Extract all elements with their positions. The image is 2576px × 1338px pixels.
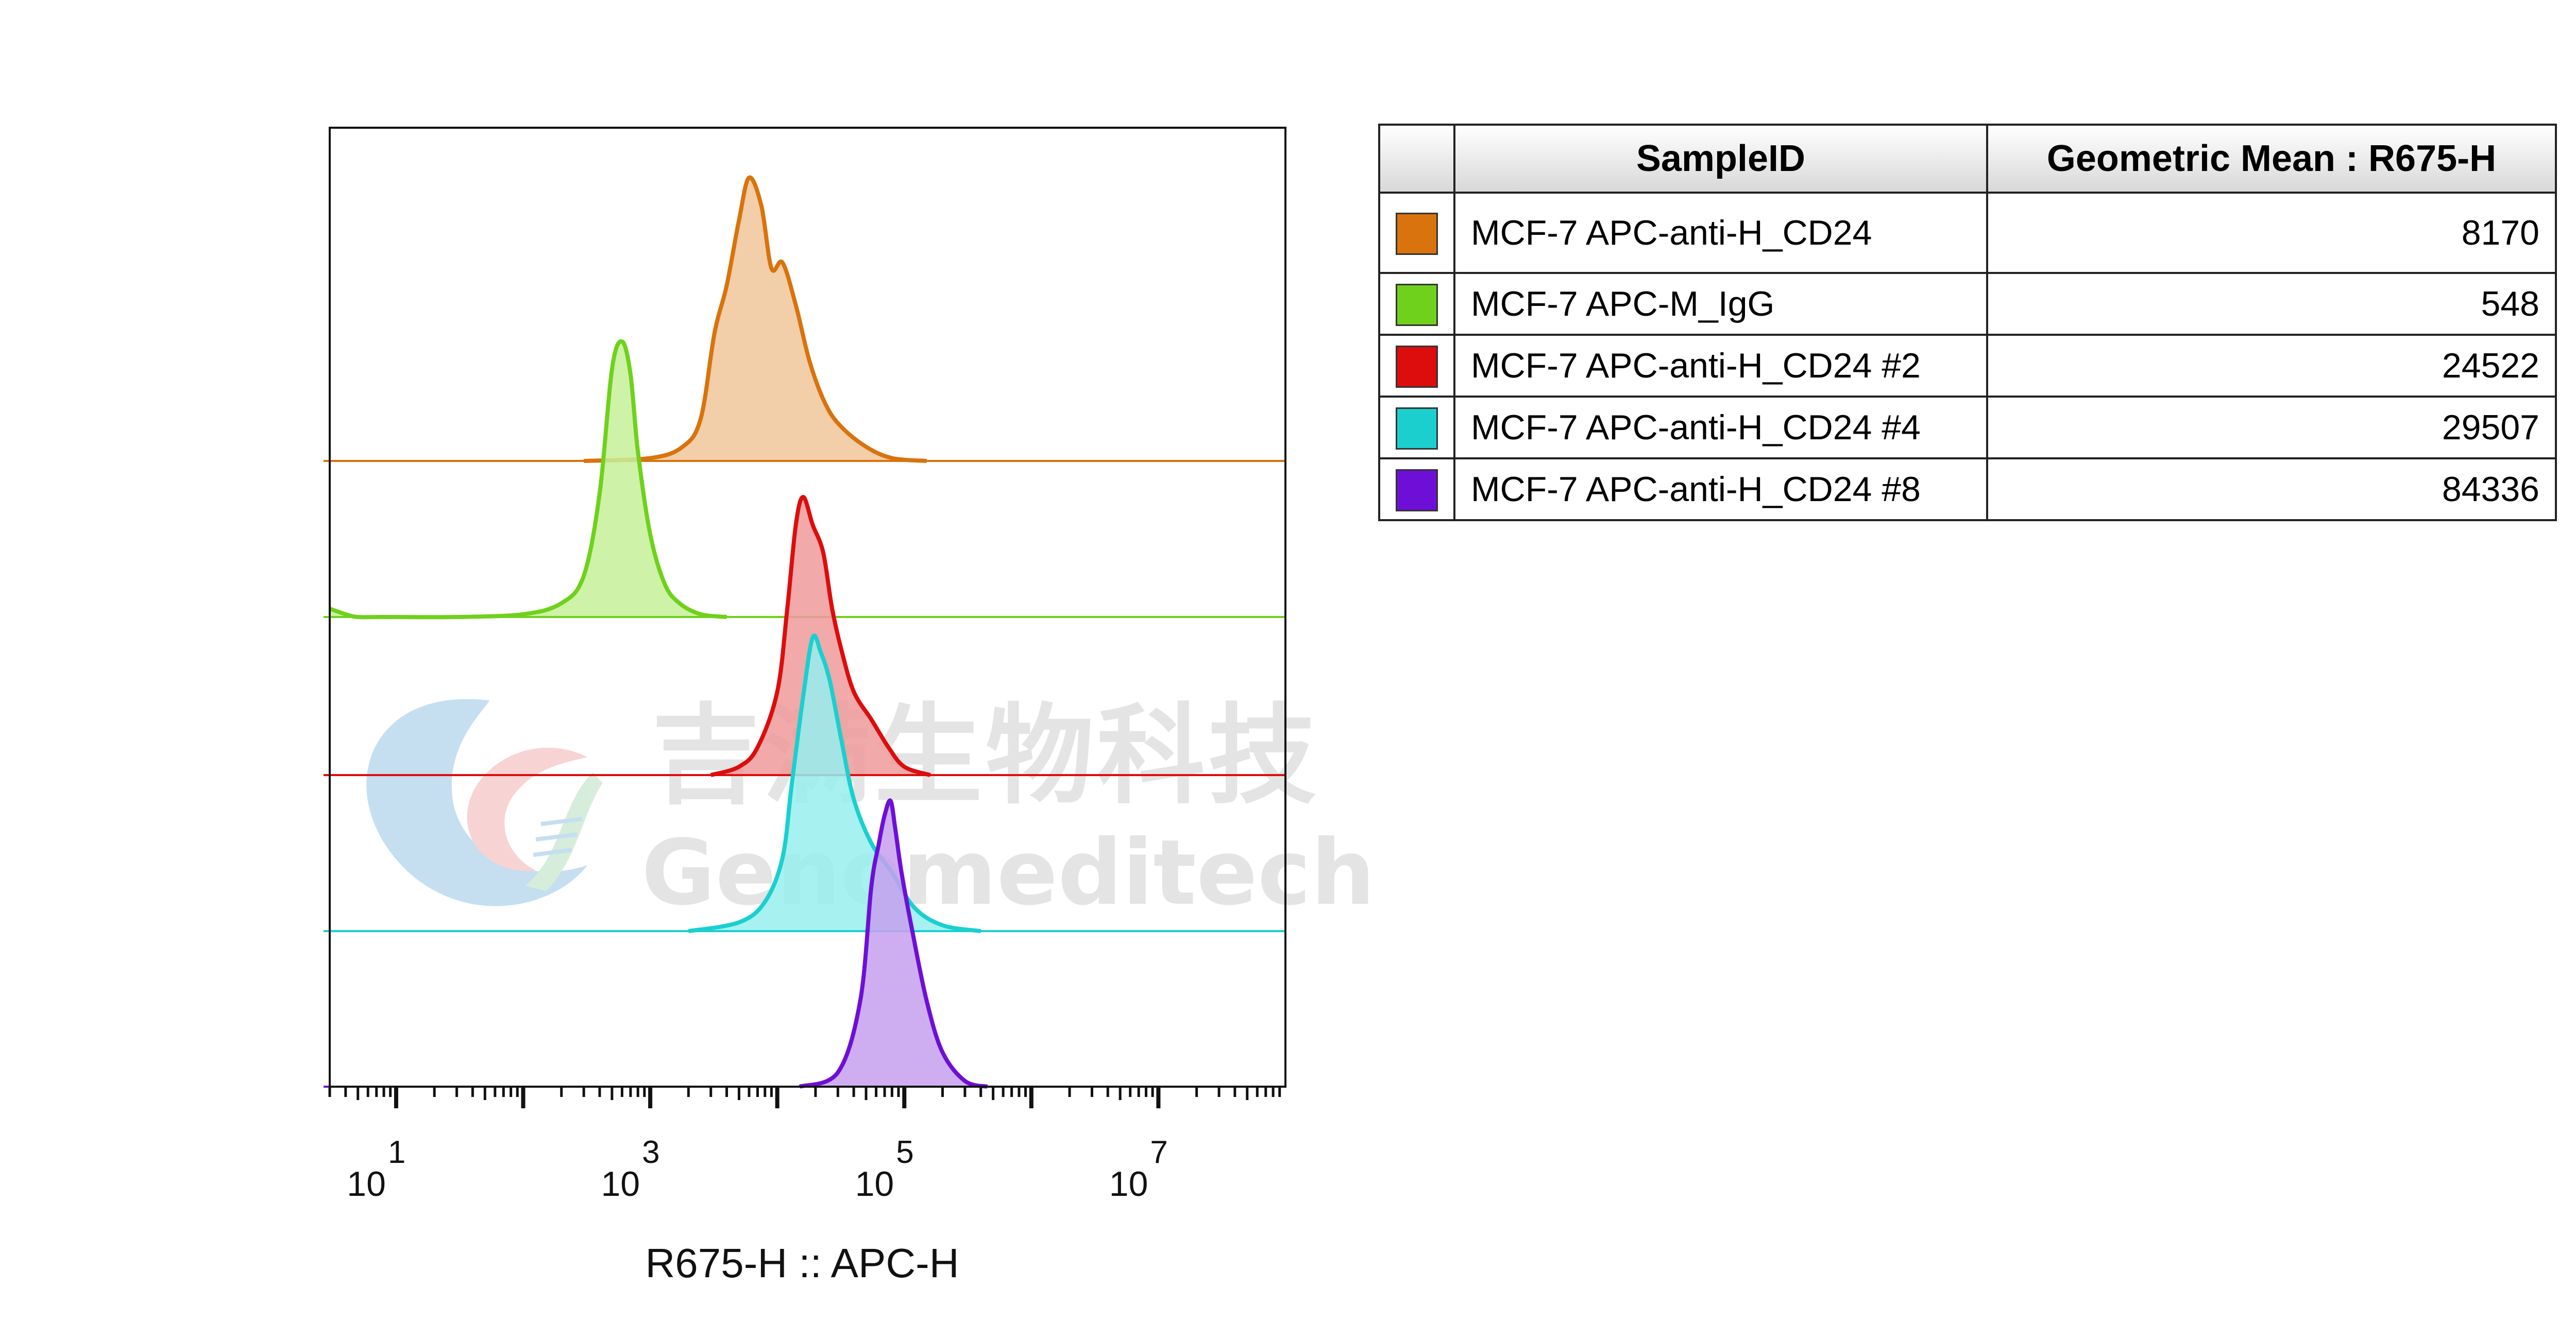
table-header-geometric-mean: Geometric Mean : R675-H: [1986, 124, 2557, 194]
x-tick-exponent: 7: [1150, 1135, 1167, 1170]
histogram-outline: [584, 175, 927, 463]
histogram-fill: [710, 497, 930, 775]
legend-swatch: [1396, 407, 1438, 450]
histogram-fill: [584, 177, 927, 461]
x-tick-label: 10: [1109, 1164, 1148, 1204]
histogram-series: [324, 175, 1285, 463]
table-header-row: SampleID Geometric Mean : R675-H: [1378, 124, 2557, 194]
legend-swatch: [1396, 469, 1438, 511]
histogram-outline: [710, 495, 931, 777]
geometric-mean-cell: 84336: [1986, 457, 2557, 521]
sample-id-cell: MCF-7 APC-M_IgG: [1453, 272, 1988, 336]
x-axis-title: R675-H :: APC-H: [645, 1240, 959, 1286]
histogram-outline: [329, 339, 727, 620]
x-tick-label: 10: [855, 1164, 894, 1204]
sample-id-cell: MCF-7 APC-anti-H_CD24 #8: [1453, 457, 1988, 521]
statistics-table: SampleID Geometric Mean : R675-H MCF-7 A…: [1378, 124, 2557, 521]
legend-swatch: [1396, 283, 1438, 326]
sample-id-cell: MCF-7 APC-anti-H_CD24 #4: [1453, 396, 1988, 459]
legend-swatch: [1396, 212, 1438, 255]
x-tick-label: 10: [601, 1164, 640, 1204]
table-row: MCF-7 APC-anti-H_CD24 8170: [1378, 192, 2557, 274]
histogram-fill: [330, 341, 727, 617]
histogram-fill: [800, 800, 988, 1087]
sample-id-cell: MCF-7 APC-anti-H_CD24: [1453, 192, 1988, 274]
watermark-logo: [366, 699, 603, 906]
table-row: MCF-7 APC-anti-H_CD24 #8 84336: [1378, 457, 2557, 521]
x-tick-exponent: 3: [642, 1135, 659, 1170]
watermark-english-text: Genomeditech: [641, 821, 1375, 925]
x-tick-exponent: 1: [388, 1135, 405, 1170]
plot-area: [324, 175, 1285, 1089]
sample-id-cell: MCF-7 APC-anti-H_CD24 #2: [1453, 334, 1988, 398]
geometric-mean-cell: 24522: [1986, 334, 2557, 398]
table-header-swatch: [1378, 124, 1455, 194]
table-row: MCF-7 APC-anti-H_CD24 #4 29507: [1378, 396, 2557, 459]
table-row: MCF-7 APC-anti-H_CD24 #2 24522: [1378, 334, 2557, 398]
table-header-sampleid: SampleID: [1453, 124, 1988, 194]
x-tick-label: 10: [347, 1164, 386, 1204]
histogram-outline: [799, 798, 988, 1089]
geometric-mean-cell: 29507: [1986, 396, 2557, 459]
histogram-fill: [688, 636, 981, 931]
geometric-mean-cell: 548: [1986, 272, 2557, 336]
legend-swatch: [1396, 345, 1438, 388]
plot-frame: [329, 127, 1286, 1088]
x-tick-exponent: 5: [896, 1135, 913, 1170]
table-row: MCF-7 APC-M_IgG 548: [1378, 272, 2557, 336]
geometric-mean-cell: 8170: [1986, 192, 2557, 274]
